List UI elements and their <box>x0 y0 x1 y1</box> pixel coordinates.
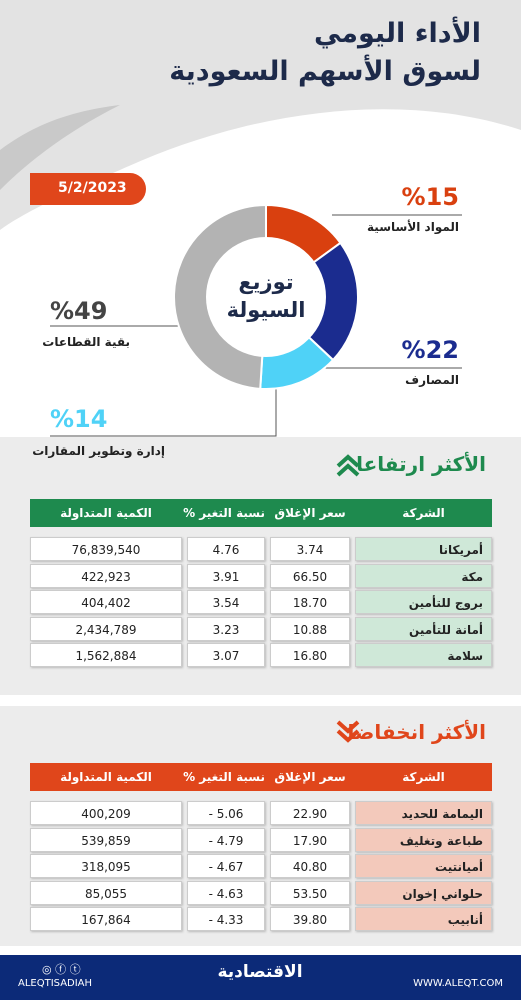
table-cell: 40.80 <box>270 854 350 878</box>
table-cell: سلامة <box>355 643 492 667</box>
header-shade <box>0 105 120 190</box>
table-cell: 3.74 <box>270 537 350 561</box>
table-cell: 2,434,789 <box>30 616 182 641</box>
table-cell: 3.23 <box>187 616 265 641</box>
title: لسوق الأسهم السعودية <box>169 56 481 87</box>
footer-handle: ALEQTISADIAH <box>18 978 93 989</box>
table-cell: - 5.06 <box>187 801 265 825</box>
table-cell: 422,923 <box>30 563 182 588</box>
table-cell: - 4.63 <box>187 880 265 905</box>
value-label: %49 <box>50 297 108 325</box>
table-cell: حلواني إخوان <box>355 880 492 905</box>
table-cell: 66.50 <box>270 563 350 588</box>
title: الأداء اليومي <box>313 18 481 49</box>
table-cell: 3.54 <box>187 590 265 614</box>
table-cell: 76,839,540 <box>30 537 182 561</box>
table-cell: 16.80 <box>270 643 350 667</box>
column-header: سعر الإغلاق <box>274 770 346 784</box>
table-cell: - 4.67 <box>187 854 265 878</box>
footer-bar <box>0 955 521 1000</box>
footer-logo: الاقتصادية <box>217 962 303 982</box>
column-header: سعر الإغلاق <box>274 506 346 520</box>
table-cell: 10.88 <box>270 616 350 641</box>
table-cell: 1,562,884 <box>30 643 182 667</box>
table-cell: أمريكانا <box>355 537 492 561</box>
category-label: بقية القطاعات <box>42 335 130 349</box>
table-cell: 3.91 <box>187 563 265 588</box>
table-cell: 18.70 <box>270 590 350 614</box>
column-header: الكمية المتداولة <box>60 770 152 784</box>
table-cell: 39.80 <box>270 907 350 931</box>
table-cell: بروج للتأمين <box>355 590 492 614</box>
date: 5/2/2023 <box>58 180 127 196</box>
table-cell: طباعة وتغليف <box>355 827 492 852</box>
losers-header-bg <box>30 763 492 791</box>
table-cell: 404,402 <box>30 590 182 614</box>
table-cell: اليمامة للحديد <box>355 801 492 825</box>
table-cell: 3.07 <box>187 643 265 667</box>
column-header: نسبة التغير % <box>183 770 265 784</box>
table-cell: 22.90 <box>270 801 350 825</box>
value-label: %14 <box>50 405 108 433</box>
donut-hole <box>206 237 326 357</box>
leader <box>50 372 277 437</box>
column-header: الشركة <box>402 506 445 520</box>
table-cell: 85,055 <box>30 880 182 905</box>
table-cell: 318,095 <box>30 854 182 878</box>
table-cell: 17.90 <box>270 827 350 852</box>
table-cell: 53.50 <box>270 880 350 905</box>
table-cell: 4.76 <box>187 537 265 561</box>
value-label: %22 <box>401 336 459 364</box>
gainers-header-bg <box>30 499 492 527</box>
column-header: نسبة التغير % <box>183 506 265 520</box>
table-cell: أمانة للتأمين <box>355 616 492 641</box>
value-label: %15 <box>401 183 459 211</box>
donut-title: توزيع السيولة <box>226 270 306 322</box>
column-header: الشركة <box>402 770 445 784</box>
table-cell: - 4.79 <box>187 827 265 852</box>
date-badge <box>30 173 146 205</box>
section-title: الأكثر ارتفاعا <box>356 452 486 476</box>
up-icon <box>336 454 360 477</box>
category-label: المواد الأساسية <box>367 220 459 234</box>
table-cell: أميانتيت <box>355 854 492 878</box>
section-title: الأكثر انخفاضا <box>347 720 486 744</box>
table-cell: مكة <box>355 563 492 588</box>
table-cell: 400,209 <box>30 801 182 825</box>
table-cell: 167,864 <box>30 907 182 931</box>
header-curve <box>0 0 521 230</box>
social-icons: ◎ ⓕ ⓣ <box>42 963 81 976</box>
table-cell: 539,859 <box>30 827 182 852</box>
category-label: المصارف <box>405 373 459 387</box>
losers-band <box>0 706 521 946</box>
column-header: الكمية المتداولة <box>60 506 152 520</box>
down-icon <box>336 720 360 743</box>
category-label: إدارة وتطوير المقارات <box>32 444 165 458</box>
table-cell: أنابيب <box>355 907 492 931</box>
footer-site: WWW.ALEQT.COM <box>413 978 503 989</box>
table-cell: - 4.33 <box>187 907 265 931</box>
